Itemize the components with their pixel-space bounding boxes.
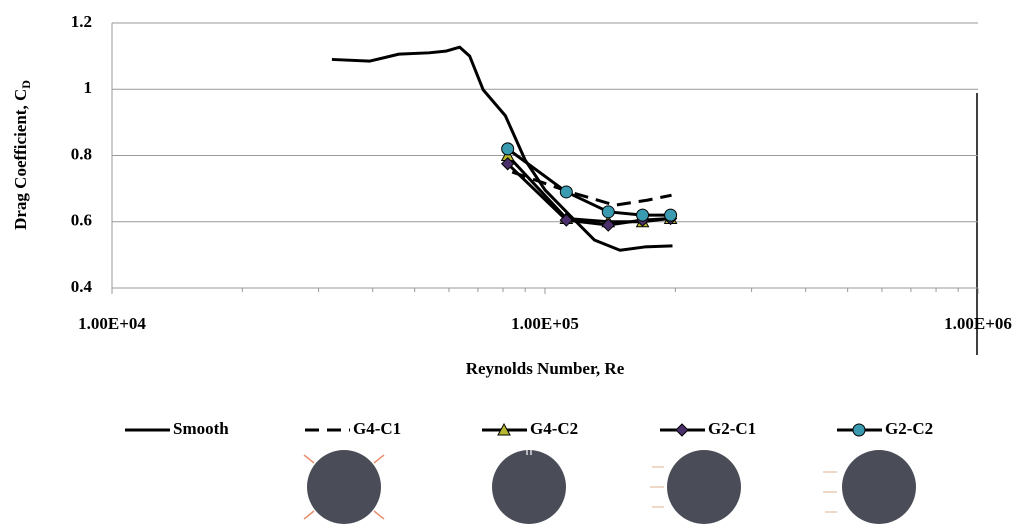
y-tick-label: 1.2	[71, 12, 92, 31]
x-tick-label: 1.00E+05	[511, 314, 579, 333]
legend-marker	[497, 422, 511, 436]
legend-label: G4-C1	[353, 419, 401, 438]
legend-marker	[675, 423, 689, 437]
data-point	[559, 185, 573, 199]
legend-label: G2-C1	[708, 419, 756, 438]
icons	[303, 450, 916, 524]
cylinder-icon	[650, 450, 741, 524]
x-axis-label: Reynolds Number, Re	[466, 359, 625, 378]
data-point	[501, 142, 515, 156]
data-point	[601, 218, 615, 232]
legend-label: G4-C2	[530, 419, 578, 438]
data-point	[636, 208, 650, 222]
legend-marker	[852, 423, 866, 437]
y-axis-label-subscript: D	[19, 80, 33, 89]
series-line	[331, 45, 673, 252]
y-tick-label: 0.8	[71, 144, 92, 163]
x-tick-label: 1.00E+04	[78, 314, 146, 333]
data-point	[601, 205, 615, 219]
y-tick-label: 1	[84, 78, 93, 97]
data-point	[664, 208, 678, 222]
legend-label: Smooth	[173, 419, 229, 438]
x-tick-label: 1.00E+06	[944, 314, 1012, 333]
data-point	[500, 157, 515, 171]
cylinder-icon	[492, 450, 566, 524]
y-tick-label: 0.6	[71, 211, 92, 230]
legend-label: G2-C2	[885, 419, 933, 438]
y-axis-label: Drag Coefficient, CD	[11, 80, 33, 230]
y-tick-label: 0.4	[71, 277, 93, 296]
cylinder-icon	[303, 450, 385, 524]
y-axis-label-text: Drag Coefficient, C	[11, 89, 30, 230]
cylinder-icon	[823, 450, 916, 524]
data-point	[559, 213, 574, 227]
